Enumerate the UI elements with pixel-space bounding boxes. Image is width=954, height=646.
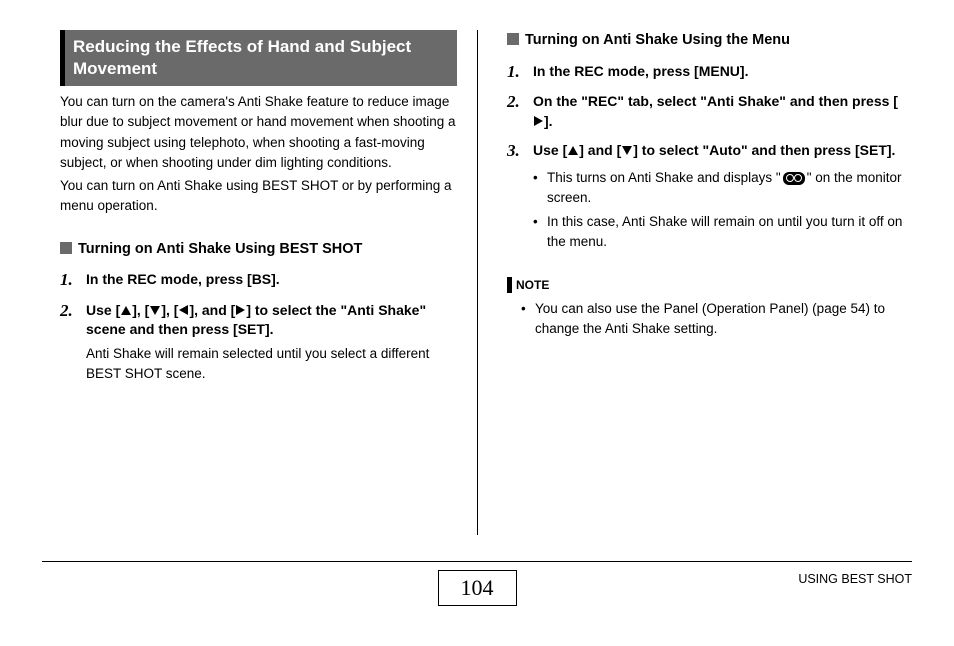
note-bullets: You can also use the Panel (Operation Pa…	[521, 299, 904, 340]
page-number: 104	[438, 570, 517, 606]
footer-row: 104 USING BEST SHOT	[42, 564, 912, 608]
text-fragment: ] and [	[579, 142, 621, 158]
step-3-bullets: This turns on Anti Shake and displays ""…	[533, 168, 904, 253]
step-detail: Anti Shake will remain selected until yo…	[86, 344, 457, 385]
step-number: 3.	[507, 141, 527, 161]
left-step-1: 1. In the REC mode, press [BS].	[60, 270, 457, 290]
text-fragment: ] to select "Auto" and then press [SET].	[633, 142, 895, 158]
right-step-3: 3. Use [ ] and [ ] to select "Auto" and th…	[507, 141, 904, 161]
down-arrow-icon	[150, 306, 160, 315]
text-fragment: This turns on Anti Shake and displays "	[547, 170, 781, 185]
note-item: You can also use the Panel (Operation Pa…	[521, 299, 904, 340]
text-fragment: On the "REC" tab, select "Anti Shake" an…	[533, 93, 898, 109]
note-label: NOTE	[516, 276, 549, 294]
up-arrow-icon	[568, 146, 578, 155]
step-number: 2.	[60, 301, 80, 321]
footer-section-label: USING BEST SHOT	[798, 572, 912, 586]
right-step-2: 2. On the "REC" tab, select "Anti Shake"…	[507, 92, 904, 131]
down-arrow-icon	[622, 146, 632, 155]
step-text: Use [ ] and [ ] to select "Auto" and then …	[533, 141, 904, 161]
bullet-item: In this case, Anti Shake will remain on …	[533, 212, 904, 253]
text-fragment: Use [	[533, 142, 567, 158]
page-footer: 104 USING BEST SHOT	[42, 561, 912, 608]
column-divider	[477, 30, 478, 535]
best-shot-heading-text: Turning on Anti Shake Using BEST SHOT	[78, 239, 362, 261]
text-fragment: ].	[544, 113, 553, 129]
square-bullet-icon	[60, 242, 72, 254]
right-arrow-icon	[236, 305, 245, 315]
intro-paragraph-2: You can turn on Anti Shake using BEST SH…	[60, 176, 457, 217]
text-fragment: Use [	[86, 302, 120, 318]
step-text: In the REC mode, press [BS].	[86, 270, 457, 290]
right-step-1: 1. In the REC mode, press [MENU].	[507, 62, 904, 82]
menu-heading-text: Turning on Anti Shake Using the Menu	[525, 30, 790, 52]
step-number: 2.	[507, 92, 527, 112]
square-bullet-icon	[507, 33, 519, 45]
step-number: 1.	[507, 62, 527, 82]
note-block: NOTE You can also use the Panel (Operati…	[507, 275, 904, 340]
step-text: On the "REC" tab, select "Anti Shake" an…	[533, 92, 904, 131]
manual-page: Reducing the Effects of Hand and Subject…	[0, 0, 954, 646]
step-text: In the REC mode, press [MENU].	[533, 62, 904, 82]
left-step-2: 2. Use [], [], [], and [] to select the …	[60, 301, 457, 340]
left-arrow-icon	[179, 305, 188, 315]
up-arrow-icon	[121, 306, 131, 315]
text-fragment: ], and [	[189, 302, 235, 318]
footer-rule	[42, 561, 912, 562]
step-text: Use [], [], [], and [] to select the "An…	[86, 301, 457, 340]
text-fragment: ], [	[161, 302, 178, 318]
left-column: Reducing the Effects of Hand and Subject…	[42, 30, 477, 550]
anti-shake-icon	[783, 172, 805, 185]
bullet-item: This turns on Anti Shake and displays ""…	[533, 168, 904, 209]
text-fragment: ], [	[132, 302, 149, 318]
menu-heading: Turning on Anti Shake Using the Menu	[507, 30, 904, 52]
intro-paragraph-1: You can turn on the camera's Anti Shake …	[60, 92, 457, 173]
note-bar-icon	[507, 277, 512, 293]
step-number: 1.	[60, 270, 80, 290]
right-arrow-icon	[534, 116, 543, 126]
best-shot-heading: Turning on Anti Shake Using BEST SHOT	[60, 239, 457, 261]
right-column: Turning on Anti Shake Using the Menu 1. …	[477, 30, 912, 550]
section-title: Reducing the Effects of Hand and Subject…	[60, 30, 457, 86]
